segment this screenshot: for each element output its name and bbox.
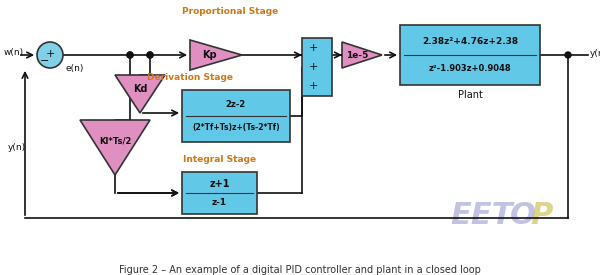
Circle shape [147,52,153,58]
Text: EET: EET [450,200,512,230]
Polygon shape [342,42,382,68]
Text: z-1: z-1 [212,198,227,207]
Text: Figure 2 – An example of a digital PID controller and plant in a closed loop: Figure 2 – An example of a digital PID c… [119,265,481,275]
Text: O: O [510,200,536,230]
Bar [400,25,540,85]
Text: +: + [309,43,318,53]
Text: KI*Ts/2: KI*Ts/2 [99,136,131,145]
Text: Kp: Kp [202,50,217,60]
Circle shape [565,52,571,58]
Text: +: + [309,81,318,90]
Text: −: − [40,56,50,66]
Text: P: P [530,200,553,230]
Bar [182,90,290,142]
Text: Plant: Plant [458,90,482,100]
Text: (2*Tf+Ts)z+(Ts-2*Tf): (2*Tf+Ts)z+(Ts-2*Tf) [192,123,280,132]
Text: +: + [46,49,55,59]
Polygon shape [115,75,165,113]
Bar [182,172,257,214]
Text: z+1: z+1 [209,179,230,189]
Text: z²-1.903z+0.9048: z²-1.903z+0.9048 [428,64,511,73]
Text: +: + [309,62,318,72]
Circle shape [127,52,133,58]
Polygon shape [80,120,150,175]
Text: Integral Stage: Integral Stage [183,155,256,164]
Text: 2.38z²+4.76z+2.38: 2.38z²+4.76z+2.38 [422,37,518,46]
Circle shape [37,42,63,68]
Text: e(n): e(n) [66,65,85,73]
Text: 1e-5: 1e-5 [346,51,368,59]
Circle shape [147,52,153,58]
Text: y(n): y(n) [8,143,26,152]
Text: Kd: Kd [133,84,147,94]
Text: Proportional Stage: Proportional Stage [182,7,278,16]
Text: Derivation Stage: Derivation Stage [147,73,233,82]
Text: 2z-2: 2z-2 [226,100,246,109]
Bar [302,38,332,96]
Text: w(n): w(n) [4,48,24,57]
Circle shape [127,52,133,58]
Text: y(n): y(n) [590,48,600,57]
Polygon shape [190,40,242,70]
